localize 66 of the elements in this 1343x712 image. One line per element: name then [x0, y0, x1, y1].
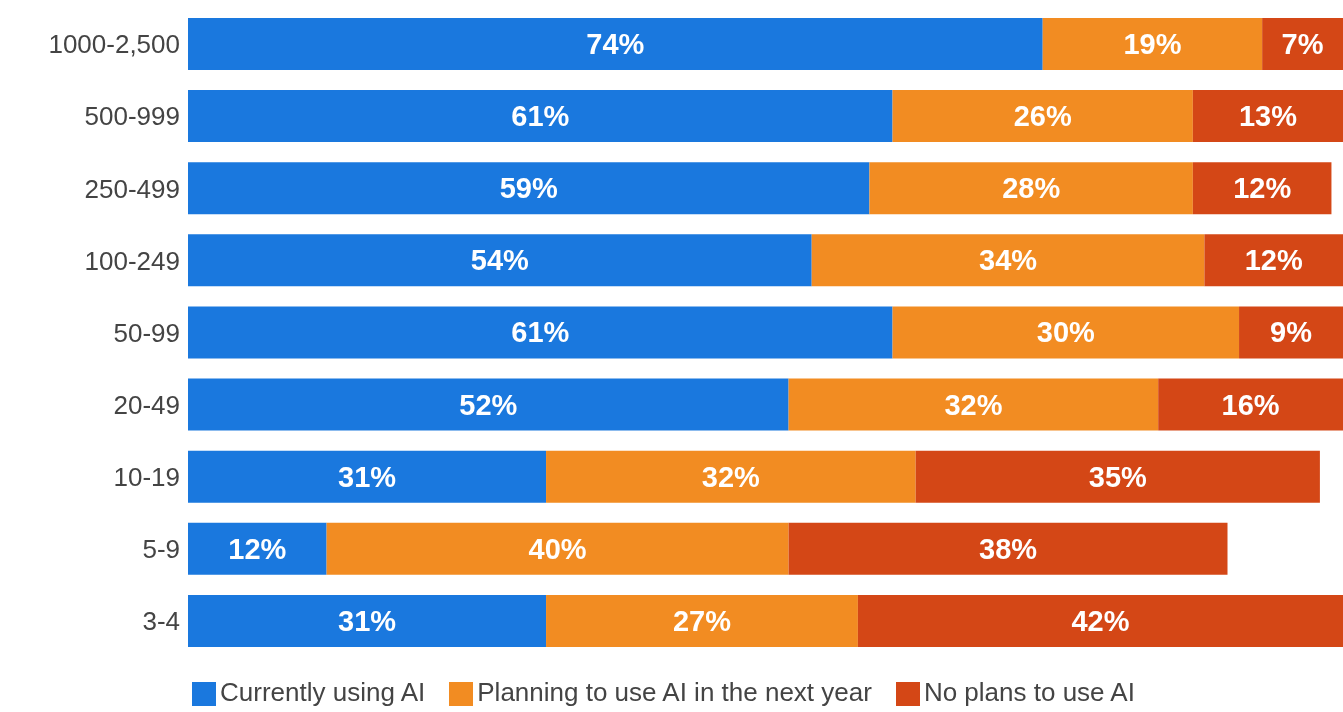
data-label: 31% [338, 460, 397, 493]
data-label: 12% [1244, 244, 1303, 277]
data-label: 9% [1270, 316, 1313, 349]
bar [788, 378, 1159, 431]
legend-label: Planning to use AI in the next year [477, 677, 872, 707]
bar [188, 18, 1043, 70]
bar [1158, 378, 1343, 431]
data-label: 52% [459, 388, 518, 421]
data-label: 12% [228, 532, 287, 565]
data-label: 34% [979, 244, 1038, 277]
data-label: 32% [701, 460, 761, 493]
data-label: 42% [1071, 604, 1130, 637]
data-label: 7% [1281, 28, 1324, 60]
bar [892, 90, 1193, 143]
bar [1204, 234, 1343, 287]
bar [188, 90, 893, 143]
y-tick-label: 10-19 [113, 461, 180, 492]
bar [811, 234, 1205, 287]
y-tick-label: 500-999 [84, 101, 180, 132]
bar [857, 594, 1343, 647]
data-label: 59% [499, 172, 558, 205]
data-label: 13% [1238, 100, 1298, 133]
data-label: 27% [672, 604, 732, 637]
data-label: 16% [1221, 388, 1280, 421]
bar [1192, 90, 1343, 143]
y-tick-label: 5-9 [142, 534, 180, 565]
bar [788, 522, 1228, 575]
bar [1239, 306, 1343, 359]
data-label: 28% [1002, 172, 1061, 205]
bar [188, 162, 870, 215]
bar [326, 522, 789, 575]
y-tick-label: 1000-2,500 [48, 29, 180, 60]
y-tick-label: 50-99 [113, 317, 180, 348]
data-label: 74% [586, 28, 645, 60]
y-tick-label: 250-499 [84, 173, 180, 204]
bar [1192, 162, 1332, 215]
data-label: 31% [338, 604, 397, 637]
bar [188, 522, 327, 575]
legend-label: Currently using AI [220, 677, 426, 707]
bar [915, 450, 1320, 503]
bar [892, 306, 1240, 359]
data-label: 54% [470, 244, 530, 277]
bar [546, 450, 916, 503]
y-tick-label: 20-49 [113, 389, 180, 420]
y-tick-label: 3-4 [142, 606, 180, 637]
data-label: 30% [1036, 316, 1096, 349]
bar [1042, 18, 1263, 70]
data-label: 40% [528, 532, 587, 565]
data-label: 61% [511, 100, 570, 133]
y-tick-label: 100-249 [84, 245, 180, 276]
bar [188, 306, 893, 359]
data-label: 38% [979, 532, 1038, 565]
bar [188, 450, 547, 503]
data-label: 32% [944, 388, 1003, 421]
bar [188, 378, 789, 431]
data-label: 35% [1088, 460, 1148, 493]
bar [546, 594, 858, 647]
data-label: 26% [1013, 100, 1072, 133]
data-label: 12% [1233, 172, 1292, 205]
legend-label: No plans to use AI [923, 677, 1135, 707]
data-label: 19% [1123, 28, 1182, 60]
data-label: 61% [511, 316, 570, 349]
bar [1262, 18, 1343, 70]
bar [188, 234, 812, 287]
bar [869, 162, 1193, 215]
bar [188, 594, 547, 647]
